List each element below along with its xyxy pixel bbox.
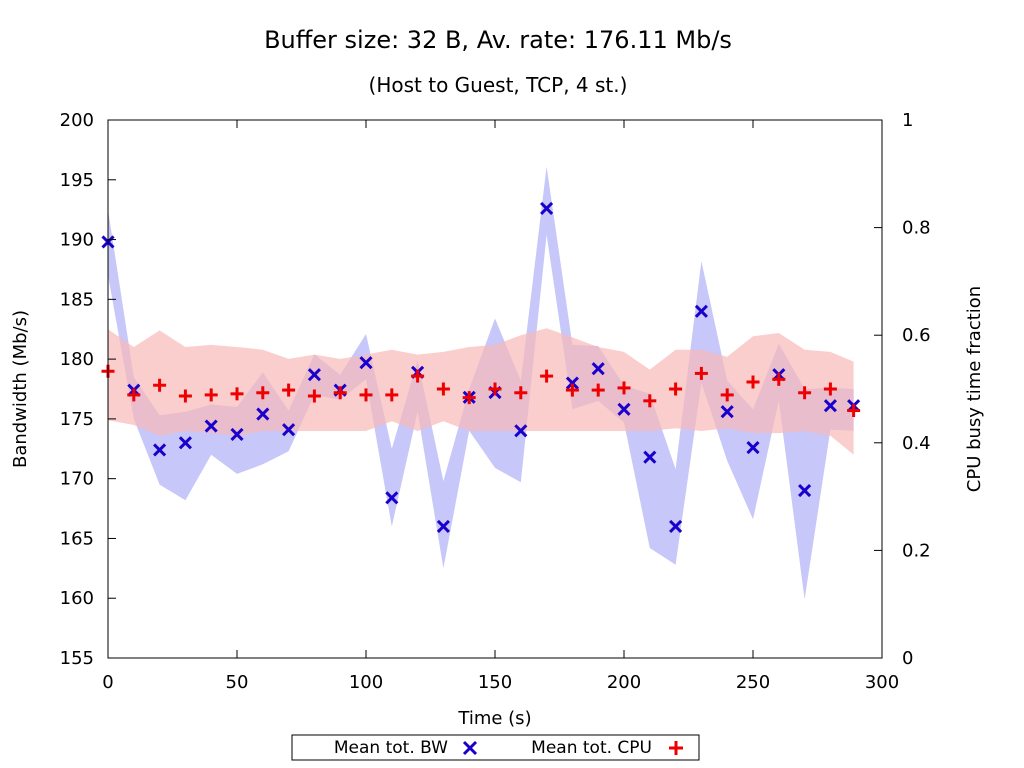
bw-point <box>694 304 708 318</box>
cpu-range-band-layer <box>108 328 854 455</box>
cpu-point <box>488 382 502 396</box>
x-tick-label: 200 <box>607 672 641 693</box>
cpu-point <box>565 383 579 397</box>
cpu-point <box>230 387 244 401</box>
x-tick-label: 100 <box>349 672 383 693</box>
cpu-point <box>359 388 373 402</box>
chart-title: Buffer size: 32 B, Av. rate: 176.11 Mb/s <box>264 26 732 54</box>
cpu-point <box>282 383 296 397</box>
legend-box <box>291 734 700 761</box>
y-tick-label: 185 <box>60 289 94 310</box>
cpu-point <box>178 389 192 403</box>
y-axis: 155 160 165 170 175 180 185 190 195 200 <box>60 110 116 669</box>
y-tick-label: 170 <box>60 469 94 490</box>
y2-tick-label: 0.6 <box>902 325 931 346</box>
y2-tick-label: 0.8 <box>902 218 931 239</box>
bw-point <box>514 424 528 438</box>
cpu-point <box>153 378 167 392</box>
x-axis: 0 50 100 150 200 250 300 <box>102 120 899 693</box>
bw-point <box>359 356 373 370</box>
cpu-point <box>462 391 476 405</box>
cpu-point <box>127 388 141 402</box>
x-tick-label: 250 <box>736 672 770 693</box>
x-tick-label: 300 <box>865 672 899 693</box>
y-tick-label: 180 <box>60 349 94 370</box>
cpu-point <box>514 386 528 400</box>
cpu-point <box>540 369 554 383</box>
cpu-point <box>746 375 760 389</box>
cpu-marker-layer <box>101 364 861 418</box>
cpu-range-band <box>108 328 854 455</box>
bw-point <box>153 443 167 457</box>
bw-point <box>307 368 321 382</box>
bw-point <box>565 376 579 390</box>
bw-point <box>540 201 554 216</box>
cpu-point <box>694 366 708 380</box>
bw-point <box>230 427 244 441</box>
bw-point <box>823 399 837 413</box>
y2-tick-label: 1 <box>902 110 913 131</box>
cpu-point <box>385 388 399 402</box>
y-tick-label: 200 <box>60 110 94 131</box>
y2-tick-label: 0.2 <box>902 540 931 561</box>
legend-label-cpu: Mean tot. CPU <box>531 738 652 758</box>
legend-marker-cpu <box>669 741 683 755</box>
cpu-point <box>617 381 631 395</box>
cpu-point <box>823 382 837 396</box>
bw-point <box>669 519 683 534</box>
x-tick-label: 0 <box>102 672 113 693</box>
bw-point <box>436 519 450 534</box>
cpu-point <box>307 389 321 403</box>
y-tick-label: 155 <box>60 648 94 669</box>
cpu-point <box>720 388 734 402</box>
bw-point <box>798 484 812 498</box>
bw-point <box>617 402 631 416</box>
cpu-point <box>847 404 861 418</box>
bw-point <box>720 405 734 419</box>
legend: Mean tot. BW Mean tot. CPU <box>291 734 700 761</box>
cpu-point <box>204 388 218 402</box>
cpu-point <box>798 386 812 400</box>
chart-subtitle: (Host to Guest, TCP, 4 st.) <box>369 73 628 97</box>
legend-label-bw: Mean tot. BW <box>334 738 448 758</box>
y-tick-label: 195 <box>60 170 94 191</box>
cpu-point <box>411 369 425 383</box>
bw-point <box>746 441 760 455</box>
cpu-point <box>772 372 786 386</box>
bw-point <box>282 423 296 437</box>
bw-point <box>643 450 657 464</box>
cpu-point <box>591 383 605 397</box>
x-tick-label: 50 <box>226 672 249 693</box>
cpu-point <box>333 386 347 400</box>
cpu-point <box>669 382 683 396</box>
y-axis-label: Bandwidth (Mb/s) <box>10 310 31 468</box>
bw-point <box>385 491 399 505</box>
legend-marker-bw <box>462 740 478 756</box>
y-tick-label: 160 <box>60 588 94 609</box>
bw-point <box>204 419 218 433</box>
y2-tick-label: 0 <box>902 648 913 669</box>
y2-axis-label: CPU busy time fraction <box>964 286 985 492</box>
cpu-point <box>436 382 450 396</box>
cpu-point <box>256 386 270 400</box>
y-tick-label: 175 <box>60 409 94 430</box>
y-tick-label: 190 <box>60 230 94 251</box>
y2-tick-label: 0.4 <box>902 433 931 454</box>
bw-point <box>256 407 270 421</box>
bw-point <box>591 362 605 376</box>
x-tick-label: 150 <box>478 672 512 693</box>
x-axis-label: Time (s) <box>457 708 531 729</box>
bw-point <box>178 436 192 450</box>
cpu-point <box>643 394 657 408</box>
y-tick-label: 165 <box>60 528 94 549</box>
y2-axis: 0 0.2 0.4 0.6 0.8 1 <box>874 110 931 669</box>
